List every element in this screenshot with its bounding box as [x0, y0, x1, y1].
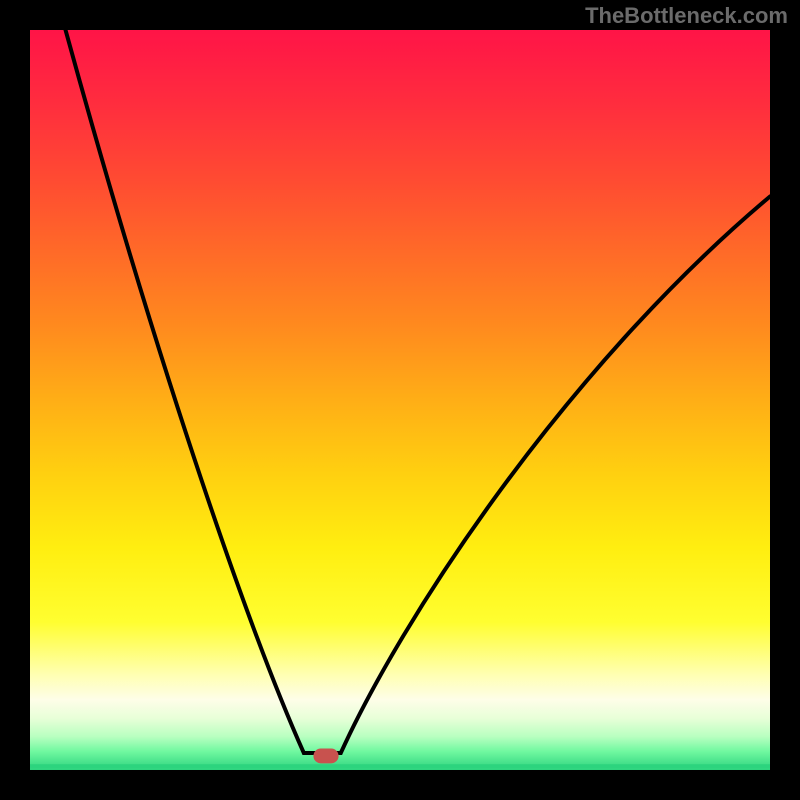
- chart-container: TheBottleneck.com: [0, 0, 800, 800]
- valley-marker: [313, 749, 338, 764]
- chart-svg: [0, 0, 800, 800]
- plot-background: [30, 30, 770, 770]
